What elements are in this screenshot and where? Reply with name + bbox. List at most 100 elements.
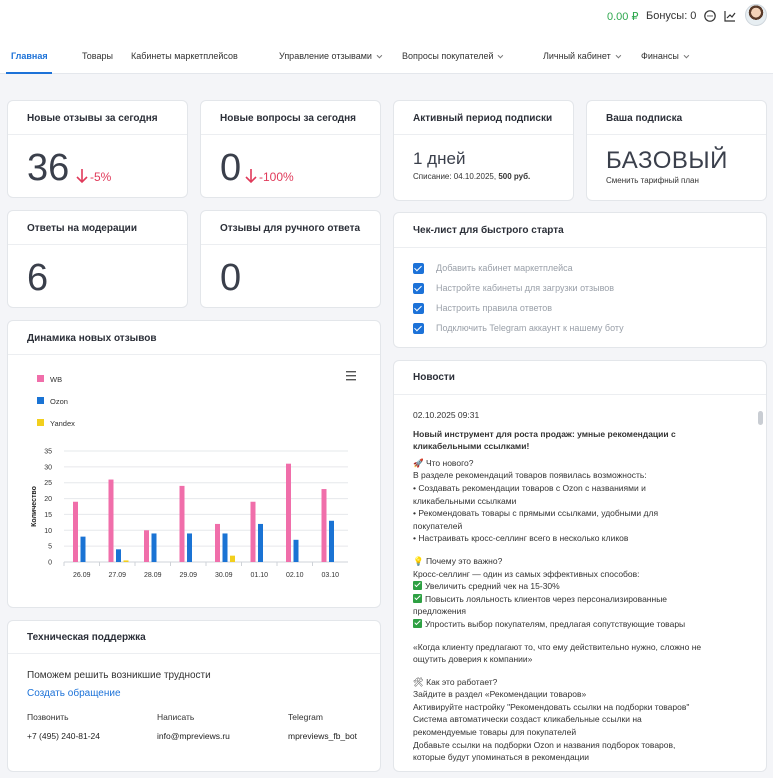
create-ticket-link[interactable]: Создать обращение [27, 688, 121, 699]
checklist-label: Добавить кабинет маркетплейса [436, 263, 573, 273]
news-line: которые будут упоминаться в рекомендации [413, 752, 590, 763]
card-title: Чек-лист для быстрого старта [413, 225, 564, 236]
legend-label: WB [50, 375, 62, 384]
card-title: Новости [413, 372, 455, 383]
checkbox-checked-icon[interactable] [413, 303, 424, 314]
tab-finance[interactable]: Финансы [641, 51, 690, 61]
y-tick-label: 5 [48, 544, 52, 551]
news-line: • Настраивать кросс-селлинг всего в неск… [413, 533, 629, 544]
balance[interactable]: 0.00 ₽ [607, 11, 639, 23]
bonus-count[interactable]: Бонусы: 0 [646, 10, 697, 22]
x-tick-label: 28.09 [144, 572, 162, 579]
card-moderation: Ответы на модерации 6 [7, 210, 188, 308]
bar-ozon [329, 520, 334, 562]
manual-count: 0 [220, 257, 242, 299]
card-manual-reviews: Отзывы для ручного ответа 0 [200, 210, 381, 308]
x-tick-label: 03.10 [321, 572, 339, 579]
divider [8, 134, 187, 135]
divider [587, 134, 766, 135]
plan-name: БАЗОВЫЙ [606, 147, 728, 174]
card-title: Техническая поддержка [27, 632, 146, 643]
card-title: Ваша подписка [606, 113, 683, 124]
checklist-label: Настроить правила ответов [436, 303, 553, 313]
checkbox-checked-icon[interactable] [413, 263, 424, 274]
y-tick-label: 25 [44, 480, 52, 487]
bar-wb [215, 523, 220, 562]
news-date: 02.10.2025 09:31 [413, 410, 480, 420]
tab-reviews-management[interactable]: Управление отзывами [279, 51, 383, 61]
tab-customer-questions[interactable]: Вопросы покупателей [402, 51, 504, 61]
x-tick-label: 02.10 [286, 572, 304, 579]
y-tick-label: 20 [44, 496, 52, 503]
chevron-down-icon [615, 52, 621, 59]
writeoff-info: Списание: 04.10.2025, 500 руб. [413, 172, 530, 181]
user-avatar[interactable] [745, 4, 767, 26]
news-line: Добавьте ссылки на подборки Ozon и назва… [413, 739, 676, 750]
divider [394, 394, 766, 395]
news-line: Кросс-селлинг — один из самых эффективны… [413, 568, 640, 579]
bar-wb [250, 501, 256, 562]
green-check-icon [413, 581, 422, 591]
days-left: 1 дней [413, 149, 466, 168]
tab-home[interactable]: Главная [11, 51, 48, 61]
card-news: Новости 02.10.2025 09:31 Новый инструмен… [393, 360, 767, 772]
news-line: В разделе рекомендаций товаров появилась… [413, 470, 647, 481]
news-line: • Создавать рекомендации товаров с Ozon … [413, 482, 646, 493]
new-reviews-delta: -5% [90, 170, 112, 184]
x-tick-label: 30.09 [215, 572, 233, 579]
change-plan-link[interactable]: Сменить тарифный план [606, 176, 699, 185]
checkbox-checked-icon[interactable] [413, 283, 424, 294]
card-title: Отзывы для ручного ответа [220, 223, 361, 234]
divider [8, 244, 187, 245]
telegram-label: Telegram [288, 712, 323, 722]
tab-marketplace-accounts[interactable]: Кабинеты маркетплейсов [131, 51, 238, 61]
arrow-down-icon [76, 169, 88, 184]
card-title: Активный период подписки [413, 113, 553, 124]
y-tick-label: 10 [44, 528, 52, 535]
checklist-label: Настройте кабинеты для загрузки отзывов [436, 283, 615, 293]
headline-line: Новый инструмент для роста продаж: умные… [413, 428, 676, 439]
news-scrollbar[interactable] [758, 411, 763, 425]
call-label: Позвонить [27, 712, 69, 722]
tab-label: Личный кабинет [543, 51, 611, 61]
tab-account[interactable]: Личный кабинет [543, 51, 621, 61]
divider [394, 247, 766, 248]
spacer [413, 545, 753, 555]
news-line: покупателей [413, 520, 463, 531]
writeoff-label: Списание: 04.10.2025, [413, 172, 497, 181]
chat-icon[interactable] [703, 9, 717, 23]
email-address[interactable]: info@mpreviews.ru [157, 731, 230, 741]
x-tick-label: 29.09 [179, 572, 197, 579]
hamburger-menu-icon [346, 371, 356, 373]
card-support: Техническая поддержка Поможем решить воз… [7, 620, 381, 772]
news-check-item: Увеличить средний чек на 15-30% [413, 580, 753, 593]
news-line: 🛠 Как это работает? [413, 676, 498, 687]
x-tick-label: 01.10 [250, 572, 268, 579]
new-questions-count: 0 [220, 147, 242, 189]
bar-ozon [222, 533, 228, 562]
card-subscription-period: Активный период подписки 1 дней Списание… [393, 100, 574, 201]
bar-ozon [258, 523, 263, 562]
reviews-bar-chart: WB Ozon Yandex 0 5 10 15 20 25 30 35 Количество 26.0… [31, 371, 356, 579]
news-line: Зайдите в раздел «Рекомендации товаров» [413, 689, 587, 700]
bar-wb [73, 501, 78, 562]
news-line: предложения [413, 606, 466, 617]
tab-products[interactable]: Товары [82, 51, 113, 61]
legend-swatch [37, 375, 44, 382]
card-reviews-dynamics: Динамика новых отзывов WB Ozon Yandex 0 5 10 1… [7, 320, 381, 608]
telegram-handle[interactable]: mpreviews_fb_bot [288, 731, 357, 741]
news-content: 02.10.2025 09:31 Новый инструмент для ро… [413, 409, 753, 764]
checkbox-checked-icon[interactable] [413, 323, 424, 334]
x-tick-label: 26.09 [73, 572, 91, 579]
news-check-item: Повысить лояльность клиентов через персо… [413, 593, 753, 606]
divider [201, 244, 380, 245]
bar-ozon [80, 536, 86, 562]
news-line: Система автоматически создаст кликабельн… [413, 714, 642, 725]
y-tick-label: 0 [48, 560, 52, 567]
new-reviews-count: 36 [27, 147, 70, 189]
divider [8, 653, 380, 654]
news-line: «Когда клиенту предлагают то, что ему де… [413, 641, 702, 652]
bar-ozon [116, 549, 121, 562]
phone-number[interactable]: +7 (495) 240-81-24 [27, 731, 101, 741]
chart-icon[interactable] [723, 9, 737, 23]
